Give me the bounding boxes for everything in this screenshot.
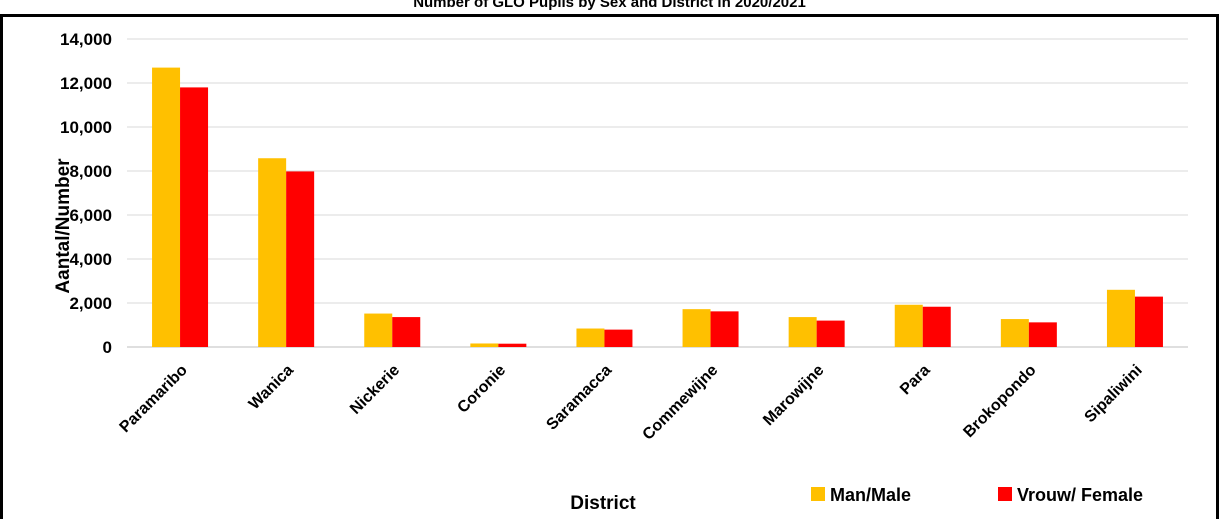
bar-female-commewijne: [710, 311, 739, 347]
bar-female-paramaribo: [180, 87, 209, 348]
legend-label-male: Man/Male: [830, 485, 911, 505]
y-tick-label: 12,000: [60, 74, 112, 93]
x-tick-label: Para: [897, 362, 934, 399]
y-tick-label: 6,000: [69, 206, 112, 225]
bar-female-sipaliwini: [1134, 296, 1163, 347]
y-tick-label: 4,000: [69, 250, 112, 269]
chart-frame: [0, 14, 1219, 519]
x-tick-labels: Paramaribo Wanica Nickerie Coronie Saramacca…: [117, 362, 1146, 444]
bar-female-para: [922, 306, 951, 347]
x-tick-label: Coronie: [454, 362, 509, 417]
bar-male-sipaliwini: [1106, 289, 1135, 347]
x-tick-label: Saramacca: [543, 362, 615, 434]
legend-swatch-female: [998, 487, 1012, 501]
legend: Man/Male Vrouw/ Female: [811, 485, 1143, 505]
y-tick-labels: 0 2,000 4,000 6,000 8,000 10,000 12,000 14,000: [60, 30, 112, 357]
x-tick-label: Nickerie: [347, 362, 403, 418]
bar-female-marowijne: [816, 320, 845, 347]
bar-female-brokopondo: [1028, 322, 1057, 347]
x-tick-label: Wanica: [246, 362, 297, 413]
bar-male-saramacca: [576, 328, 605, 347]
y-tick-label: 8,000: [69, 162, 112, 181]
x-tick-label: Sipaliwini: [1082, 362, 1146, 426]
y-tick-label: 14,000: [60, 30, 112, 49]
bar-female-coronie: [498, 343, 527, 347]
y-tick-label: 10,000: [60, 118, 112, 137]
bar-female-wanica: [286, 171, 315, 347]
bar-male-paramaribo: [152, 67, 181, 347]
bar-female-saramacca: [604, 329, 633, 347]
legend-label-female: Vrouw/ Female: [1017, 485, 1143, 505]
bars: [152, 67, 1163, 348]
bar-male-nickerie: [364, 313, 393, 347]
bar-male-marowijne: [788, 317, 817, 347]
legend-swatch-male: [811, 487, 825, 501]
y-axis-title: Aantal/Number: [53, 158, 74, 294]
x-tick-label: Commewijne: [640, 362, 722, 444]
x-tick-label: Marowijne: [760, 362, 827, 429]
bar-male-para: [894, 304, 923, 347]
chart-title: Number of GLO Pupils by Sex and District…: [413, 0, 806, 11]
x-tick-label: Brokopondo: [960, 362, 1039, 441]
x-axis-title: District: [570, 493, 636, 514]
y-tick-label: 0: [103, 338, 112, 357]
bar-male-coronie: [470, 343, 499, 347]
bar-female-nickerie: [392, 317, 421, 347]
bar-male-brokopondo: [1000, 319, 1029, 347]
y-tick-label: 2,000: [69, 294, 112, 313]
x-tick-label: Paramaribo: [117, 362, 191, 436]
bar-male-commewijne: [682, 309, 711, 347]
bar-male-wanica: [258, 158, 287, 347]
